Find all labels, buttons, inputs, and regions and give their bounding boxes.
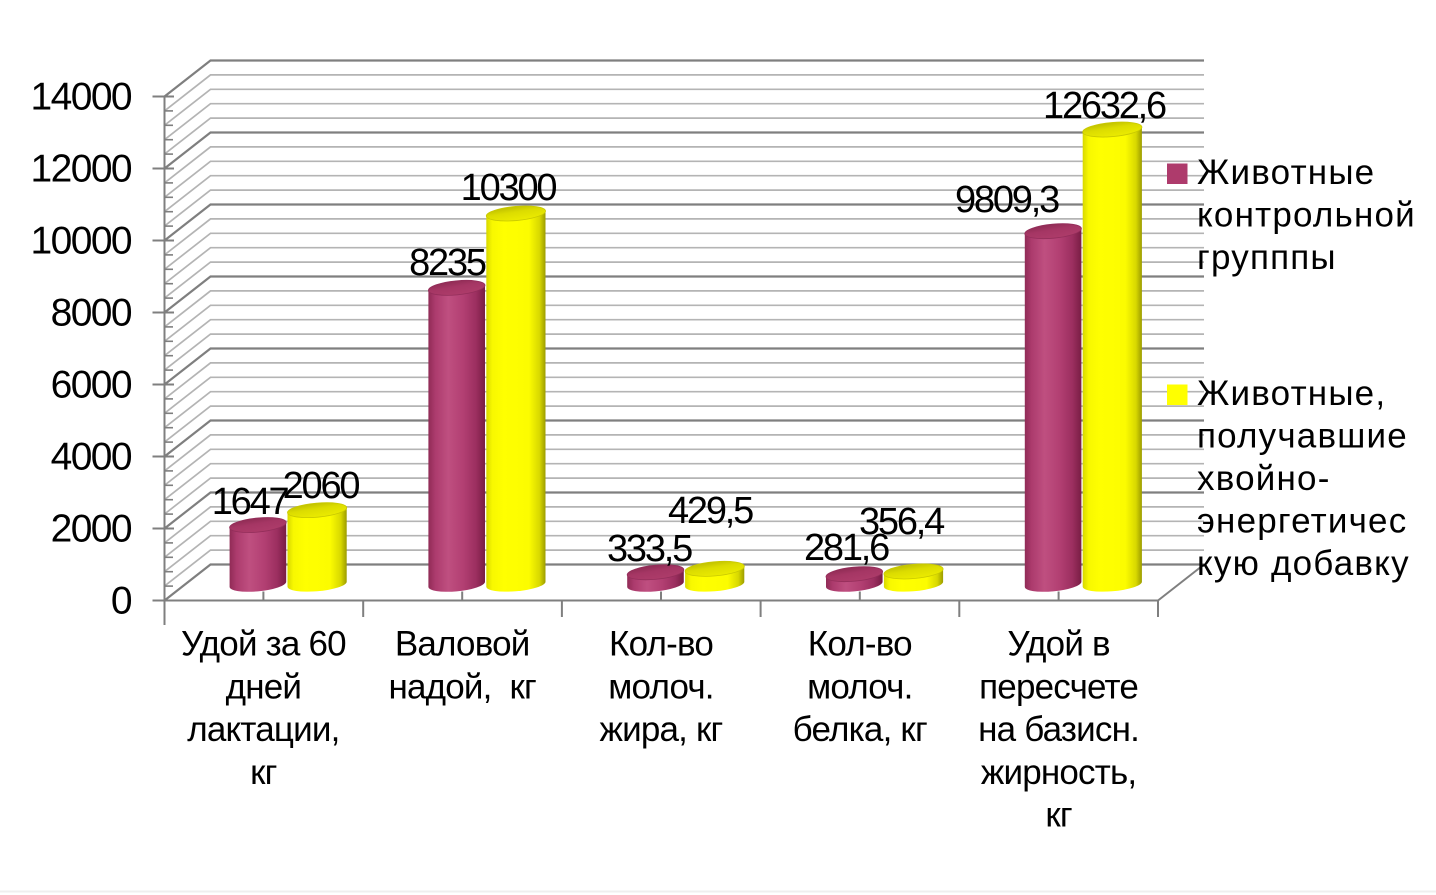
svg-text:6000: 6000 xyxy=(51,364,132,407)
svg-text:0: 0 xyxy=(111,580,132,623)
svg-text:1647: 1647 xyxy=(212,481,289,523)
svg-text:молоч.: молоч. xyxy=(807,667,912,706)
svg-text:молоч.: молоч. xyxy=(608,667,713,706)
svg-text:получавшие: получавшие xyxy=(1197,417,1408,456)
svg-text:281,6: 281,6 xyxy=(804,527,889,569)
svg-text:кг: кг xyxy=(1045,796,1072,835)
svg-text:12000: 12000 xyxy=(31,148,132,191)
svg-text:10300: 10300 xyxy=(461,167,557,209)
svg-text:Удой в: Удой в xyxy=(1007,625,1110,664)
svg-text:лактации,: лактации, xyxy=(187,710,339,749)
svg-text:групппы: групппы xyxy=(1197,238,1337,277)
svg-text:8235: 8235 xyxy=(409,242,486,284)
svg-text:контрольной: контрольной xyxy=(1197,196,1416,235)
svg-text:429,5: 429,5 xyxy=(668,490,753,532)
svg-text:на базисн.: на базисн. xyxy=(978,710,1139,749)
svg-text:кг: кг xyxy=(250,753,277,792)
svg-text:10000: 10000 xyxy=(31,220,132,263)
svg-text:надой, кг: надой, кг xyxy=(388,667,536,706)
svg-text:жира, кг: жира, кг xyxy=(599,710,722,749)
svg-text:энергетичес: энергетичес xyxy=(1197,502,1407,541)
svg-text:2060: 2060 xyxy=(283,465,360,507)
svg-text:14000: 14000 xyxy=(31,76,132,119)
svg-text:белка, кг: белка, кг xyxy=(793,710,927,749)
svg-text:пересчете: пересчете xyxy=(979,667,1138,706)
svg-text:Кол-во: Кол-во xyxy=(808,625,912,664)
svg-text:Удой за 60: Удой за 60 xyxy=(181,625,346,664)
svg-text:дней: дней xyxy=(226,667,302,706)
svg-text:жирность,: жирность, xyxy=(981,753,1137,792)
svg-text:2000: 2000 xyxy=(51,508,132,551)
svg-text:Кол-во: Кол-во xyxy=(609,625,713,664)
svg-text:12632,6: 12632,6 xyxy=(1043,85,1166,127)
svg-text:356,4: 356,4 xyxy=(859,501,945,543)
svg-text:Валовой: Валовой xyxy=(395,625,530,664)
svg-text:9809,3: 9809,3 xyxy=(955,179,1059,221)
svg-text:кую добавку: кую добавку xyxy=(1197,544,1410,583)
svg-text:хвойно-: хвойно- xyxy=(1197,459,1331,498)
svg-text:4000: 4000 xyxy=(51,436,132,479)
svg-text:Животные: Животные xyxy=(1197,153,1375,192)
svg-text:333,5: 333,5 xyxy=(607,528,692,570)
svg-text:Животные,: Животные, xyxy=(1197,374,1386,413)
svg-text:8000: 8000 xyxy=(51,292,132,335)
